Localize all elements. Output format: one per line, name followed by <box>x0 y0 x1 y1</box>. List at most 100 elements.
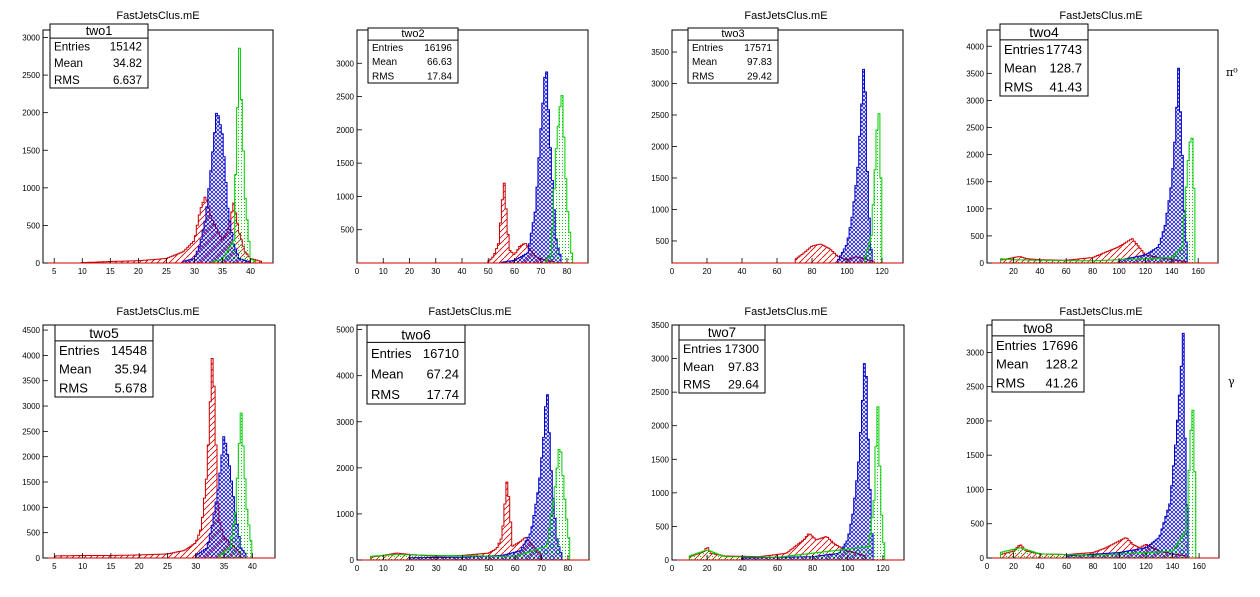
green-histogram <box>43 47 273 263</box>
y-tick-label: 500 <box>656 237 670 246</box>
x-tick-label: 20 <box>134 267 143 276</box>
stats-label: Entries <box>54 41 90 54</box>
y-tick-label: 3500 <box>651 48 669 57</box>
x-tick-label: 120 <box>875 267 889 276</box>
y-tick-label: 2000 <box>966 151 984 160</box>
stats-label: Entries <box>372 43 403 54</box>
stats-label: RMS <box>683 378 711 392</box>
histogram-panel-3: FastJetsClus.mE 0 20 40 60 80 100 120 500 1000 150… <box>651 10 904 276</box>
y-tick-label: 1500 <box>966 178 984 187</box>
y-tick-label: 4000 <box>966 42 984 51</box>
panel-title: FastJetsClus.mE <box>1059 306 1142 318</box>
y-tick-label: 1000 <box>966 485 984 494</box>
y-tick-label: 1000 <box>22 503 40 512</box>
green-histogram <box>672 113 903 263</box>
stats-label: RMS <box>372 71 395 82</box>
x-tick-label: 40 <box>246 267 255 276</box>
x-tick-label: 20 <box>405 267 414 276</box>
stats-value: 97.83 <box>728 360 759 374</box>
y-tick-label: 500 <box>971 520 985 529</box>
y-tick-label: 3500 <box>651 321 669 330</box>
y-tick-label: 1500 <box>336 159 354 168</box>
x-tick-label: 20 <box>1009 562 1018 571</box>
panel-title: FastJetsClus.mE <box>744 306 827 318</box>
x-tick-label: 70 <box>536 267 545 276</box>
stats-label: RMS <box>1004 79 1033 94</box>
histogram-panel-7: FastJetsClus.mE 0 20 40 60 80 100 120 0 500 1000 15… <box>651 306 905 573</box>
x-tick-label: 25 <box>163 562 172 571</box>
stats-label: Entries <box>683 342 722 356</box>
x-tick-label: 30 <box>431 267 440 276</box>
stats-name: two2 <box>401 28 424 40</box>
blue-histogram <box>672 68 903 263</box>
x-tick-label: 40 <box>738 267 747 276</box>
x-tick-label: 20 <box>703 564 712 573</box>
x-tick-label: 120 <box>1139 267 1153 276</box>
stats-label: Entries <box>692 43 723 54</box>
histogram-panel-5: FastJetsClus.mE 5 10 15 20 25 30 35 40 0 500 1000 15… <box>22 306 276 571</box>
histogram-panel-1: FastJetsClus.mE 5 10 15 20 25 30 35 40 0 500 1000 15… <box>22 10 274 276</box>
stats-label: RMS <box>996 375 1025 390</box>
x-tick-label: 80 <box>808 267 817 276</box>
x-tick-label: 40 <box>1035 267 1044 276</box>
blue-histogram <box>987 332 1219 558</box>
y-tick-label: 2500 <box>651 111 669 120</box>
stats-label: Entries <box>1004 42 1045 57</box>
stats-value: 41.26 <box>1045 375 1078 390</box>
stats-box: two1 Entries 15142 Mean 34.82 RMS 6.637 <box>49 23 149 89</box>
x-tick-label: 100 <box>1113 562 1127 571</box>
y-tick-label: 2500 <box>22 427 40 436</box>
y-tick-label: 1000 <box>651 205 669 214</box>
panel-title: FastJetsClus.mE <box>116 306 199 318</box>
x-tick-label: 0 <box>670 267 675 276</box>
stats-name: two5 <box>89 325 119 341</box>
x-tick-label: 10 <box>78 267 87 276</box>
x-tick-label: 20 <box>405 564 414 573</box>
y-tick-label: 3500 <box>22 377 40 386</box>
stats-value: 97.83 <box>747 57 772 68</box>
stats-label: Entries <box>371 346 412 361</box>
stats-label: Mean <box>371 366 404 381</box>
stats-value: 34.82 <box>113 57 142 70</box>
stats-name: two8 <box>1023 320 1053 336</box>
y-tick-label: 4000 <box>22 351 40 360</box>
y-tick-label: 2500 <box>966 124 984 133</box>
x-tick-label: 60 <box>1062 562 1071 571</box>
y-tick-label: 0 <box>350 556 355 565</box>
green-histogram <box>357 95 588 263</box>
stats-value: 16710 <box>423 346 459 361</box>
x-tick-label: 5 <box>52 267 57 276</box>
stats-label: Mean <box>54 57 83 70</box>
y-tick-label: 500 <box>971 232 985 241</box>
stats-value: 17743 <box>1046 42 1082 57</box>
x-tick-label: 100 <box>840 267 854 276</box>
histogram-panel-2: 0 10 20 30 40 50 60 70 80 500 1000 1500 2000 2500 3000… <box>336 27 589 276</box>
y-tick-label: 2500 <box>966 383 984 392</box>
x-tick-label: 40 <box>738 564 747 573</box>
x-tick-label: 15 <box>106 267 115 276</box>
x-tick-label: 140 <box>1166 562 1180 571</box>
y-tick-label: 1500 <box>651 174 669 183</box>
stats-value: 128.2 <box>1045 357 1078 372</box>
x-tick-label: 100 <box>841 564 855 573</box>
y-tick-label: 1500 <box>22 146 40 155</box>
y-tick-label: 1000 <box>336 192 354 201</box>
x-tick-label: 30 <box>432 564 441 573</box>
y-tick-label: 0 <box>36 554 41 563</box>
histogram-panel-6: FastJetsClus.mE 0 10 20 30 40 50 60 70 80 0 1000 200… <box>336 306 590 573</box>
green-histogram <box>672 406 904 560</box>
y-tick-label: 1500 <box>22 478 40 487</box>
y-tick-label: 0 <box>665 556 670 565</box>
y-tick-label: 4500 <box>22 326 40 335</box>
stats-label: Mean <box>59 362 92 377</box>
x-tick-label: 0 <box>670 564 675 573</box>
green-histogram <box>987 409 1219 558</box>
y-tick-label: 4000 <box>336 372 354 381</box>
y-tick-label: 3000 <box>651 355 669 364</box>
stats-value: 17.84 <box>427 71 452 82</box>
stats-label: Entries <box>59 343 100 358</box>
x-tick-label: 10 <box>78 562 87 571</box>
x-tick-label: 0 <box>985 562 990 571</box>
y-tick-label: 500 <box>341 226 355 235</box>
